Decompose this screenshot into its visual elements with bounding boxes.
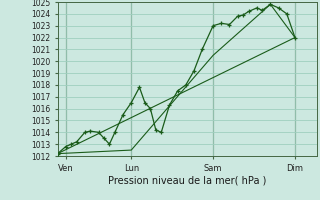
X-axis label: Pression niveau de la mer( hPa ): Pression niveau de la mer( hPa ) xyxy=(108,175,266,185)
